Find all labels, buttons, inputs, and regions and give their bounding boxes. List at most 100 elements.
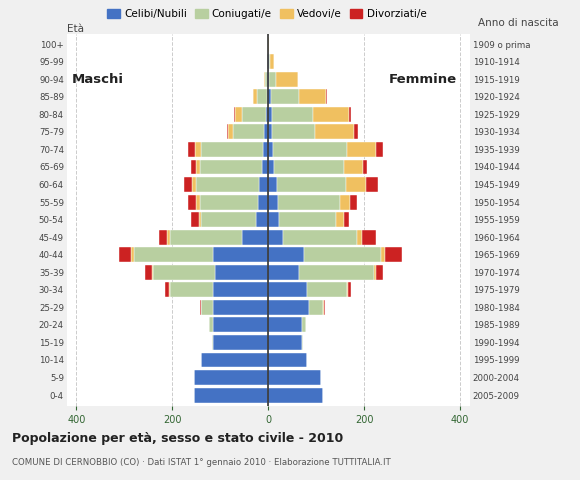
Bar: [193, 177, 196, 192]
Bar: [253, 89, 257, 104]
Bar: [376, 142, 383, 157]
Bar: [309, 300, 324, 315]
Bar: [268, 352, 307, 367]
Bar: [365, 177, 378, 192]
Bar: [271, 89, 299, 104]
Bar: [268, 159, 274, 174]
Bar: [324, 300, 325, 315]
Bar: [268, 124, 272, 139]
Bar: [268, 265, 299, 280]
Bar: [201, 300, 213, 315]
Bar: [349, 107, 351, 122]
Bar: [168, 230, 170, 245]
Bar: [213, 247, 268, 262]
Bar: [265, 72, 267, 87]
Bar: [263, 159, 268, 174]
Bar: [263, 142, 268, 157]
Bar: [242, 107, 266, 122]
Bar: [213, 317, 268, 332]
Bar: [165, 282, 169, 297]
Bar: [213, 300, 268, 315]
Bar: [152, 265, 153, 280]
Text: Popolazione per età, sesso e stato civile - 2010: Popolazione per età, sesso e stato civil…: [12, 432, 343, 445]
Bar: [268, 212, 279, 227]
Bar: [268, 335, 302, 350]
Bar: [195, 142, 201, 157]
Bar: [242, 230, 268, 245]
Bar: [347, 282, 349, 297]
Bar: [268, 300, 309, 315]
Bar: [266, 107, 268, 122]
Bar: [191, 212, 199, 227]
Bar: [277, 72, 298, 87]
Legend: Celibi/Nubili, Coniugati/e, Vedovi/e, Divorziati/e: Celibi/Nubili, Coniugati/e, Vedovi/e, Di…: [103, 5, 430, 24]
Bar: [227, 124, 229, 139]
Bar: [299, 265, 374, 280]
Bar: [268, 194, 278, 209]
Bar: [267, 72, 268, 87]
Bar: [213, 335, 268, 350]
Bar: [268, 54, 269, 69]
Bar: [200, 300, 201, 315]
Bar: [200, 159, 263, 174]
Bar: [278, 194, 340, 209]
Text: Maschi: Maschi: [71, 73, 124, 86]
Bar: [385, 247, 402, 262]
Bar: [190, 159, 196, 174]
Bar: [268, 230, 282, 245]
Bar: [307, 282, 347, 297]
Bar: [362, 230, 376, 245]
Bar: [256, 212, 268, 227]
Bar: [268, 282, 307, 297]
Bar: [343, 159, 362, 174]
Bar: [274, 159, 343, 174]
Bar: [264, 72, 265, 87]
Bar: [169, 282, 170, 297]
Bar: [277, 177, 346, 192]
Bar: [258, 194, 268, 209]
Bar: [233, 124, 264, 139]
Bar: [213, 282, 268, 297]
Bar: [268, 247, 305, 262]
Bar: [235, 107, 242, 122]
Bar: [336, 212, 343, 227]
Bar: [270, 54, 274, 69]
Bar: [234, 107, 235, 122]
Bar: [268, 36, 269, 51]
Text: Anno di nascita: Anno di nascita: [478, 18, 559, 28]
Bar: [268, 177, 277, 192]
Bar: [273, 142, 347, 157]
Bar: [119, 247, 132, 262]
Bar: [272, 124, 316, 139]
Bar: [304, 247, 381, 262]
Bar: [145, 265, 152, 280]
Bar: [194, 370, 268, 385]
Bar: [282, 230, 357, 245]
Bar: [268, 388, 324, 403]
Bar: [268, 72, 269, 87]
Bar: [268, 107, 272, 122]
Bar: [279, 212, 336, 227]
Bar: [316, 124, 354, 139]
Bar: [170, 282, 213, 297]
Bar: [267, 54, 268, 69]
Bar: [268, 142, 273, 157]
Text: COMUNE DI CERNOBBIO (CO) · Dati ISTAT 1° gennaio 2010 · Elaborazione TUTTITALIA.: COMUNE DI CERNOBBIO (CO) · Dati ISTAT 1°…: [12, 458, 390, 468]
Bar: [374, 265, 376, 280]
Bar: [381, 247, 385, 262]
Bar: [326, 89, 327, 104]
Bar: [346, 177, 365, 192]
Bar: [215, 265, 268, 280]
Bar: [272, 107, 313, 122]
Bar: [350, 194, 357, 209]
Bar: [153, 265, 215, 280]
Bar: [268, 89, 271, 104]
Bar: [259, 177, 268, 192]
Bar: [269, 72, 277, 87]
Bar: [196, 177, 259, 192]
Bar: [194, 388, 268, 403]
Bar: [170, 230, 242, 245]
Bar: [340, 194, 350, 209]
Bar: [196, 194, 200, 209]
Bar: [184, 177, 193, 192]
